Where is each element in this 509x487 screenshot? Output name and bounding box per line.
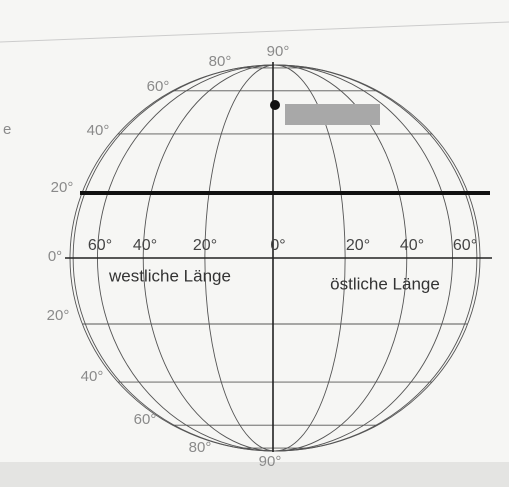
latitude-label: 20° xyxy=(47,307,70,324)
latitude-label: 80° xyxy=(209,53,232,70)
latitude-label: 90° xyxy=(259,453,282,470)
longitude-label: 0° xyxy=(270,237,285,254)
paper-edge xyxy=(0,21,509,43)
west-label: westliche Länge xyxy=(108,266,231,285)
longitude-label: 40° xyxy=(400,237,424,254)
longitude-label: 20° xyxy=(346,237,370,254)
labels: 90° 80° 60° 40° 20° 0° 20° 40° 60° 80° 90° 60° 40° 20… xyxy=(47,43,477,470)
margin-fragment: e xyxy=(3,121,11,138)
latitude-label: 20° xyxy=(51,179,74,196)
latitude-label: 80° xyxy=(189,439,212,456)
latitude-label: 60° xyxy=(147,78,170,95)
paper-shadow xyxy=(0,462,509,487)
point xyxy=(270,100,280,110)
longitude-label: 60° xyxy=(88,237,112,254)
longitude-label: 20° xyxy=(193,237,217,254)
latitude-label: 40° xyxy=(81,368,104,385)
latitude-label: 90° xyxy=(267,43,290,60)
longitude-label: 40° xyxy=(133,237,157,254)
globe-grid xyxy=(65,62,492,452)
east-label: östliche Länge xyxy=(330,274,440,293)
redaction-box xyxy=(285,104,380,125)
longitude-label: 60° xyxy=(453,237,477,254)
latitude-label: 60° xyxy=(134,411,157,428)
latitude-label: 40° xyxy=(87,122,110,139)
latitude-label: 0° xyxy=(48,248,62,265)
